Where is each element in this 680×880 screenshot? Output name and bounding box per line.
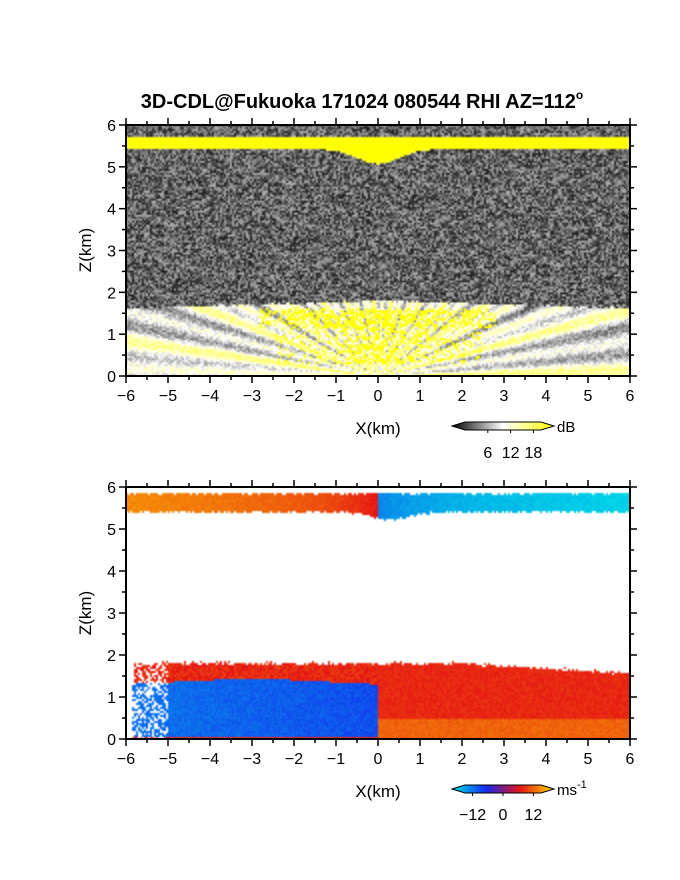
y-tick-label: 3 [107, 244, 116, 261]
panel-1-x-axis-label: X(km) [355, 419, 400, 438]
chart-title: 3D-CDL@Fukuoka 171024 080544 RHI AZ=112o [141, 88, 583, 113]
backscatter-colorbar-unit: dB [557, 419, 575, 436]
x-tick-label: −2 [285, 751, 303, 768]
y-tick-label: 1 [107, 327, 116, 344]
x-tick-label: −4 [201, 388, 219, 405]
velocity-colorbar-unit: ms-1 [557, 779, 587, 799]
colorbar-tick-label: 18 [525, 445, 543, 462]
x-tick-label: −3 [243, 751, 261, 768]
x-tick-label: −6 [117, 388, 135, 405]
colorbar-tick-label: 12 [502, 445, 520, 462]
y-tick-label: 2 [107, 648, 116, 665]
x-tick-label: 4 [542, 388, 551, 405]
x-tick-label: −1 [327, 388, 345, 405]
x-tick-label: −4 [201, 751, 219, 768]
x-tick-label: 6 [626, 751, 635, 768]
y-tick-label: 6 [107, 118, 116, 135]
y-tick-label: 3 [107, 606, 116, 623]
y-tick-label: 1 [107, 690, 116, 707]
x-tick-label: 0 [374, 388, 383, 405]
y-tick-label: 5 [107, 522, 116, 539]
x-tick-label: 3 [500, 751, 509, 768]
y-tick-label: 4 [107, 564, 116, 581]
panel-2-ticks: −6 −5 −4 −3 −2 −1 0 1 2 3 4 5 6 0 1 2 3 4 5 6 [107, 480, 637, 768]
x-tick-label: −5 [159, 388, 177, 405]
x-tick-label: −3 [243, 388, 261, 405]
panel-2-x-axis-label: X(km) [355, 782, 400, 801]
degree-symbol: o [576, 88, 583, 102]
y-tick-label: 6 [107, 480, 116, 497]
x-tick-label: 5 [584, 751, 593, 768]
x-tick-label: 1 [416, 751, 425, 768]
y-tick-label: 0 [107, 732, 116, 749]
x-tick-label: 3 [500, 388, 509, 405]
panel-1-y-axis-label: Z(km) [76, 228, 95, 272]
panel-2-y-axis-label: Z(km) [76, 591, 95, 635]
colorbar-tick-label: 6 [483, 445, 492, 462]
x-tick-label: 2 [458, 388, 467, 405]
velocity-unit-text: ms [557, 782, 577, 799]
panel-1-frame [125, 124, 631, 377]
x-tick-label: −5 [159, 751, 177, 768]
x-tick-label: −2 [285, 388, 303, 405]
panel-2-frame [125, 486, 631, 740]
colorbar-bar [450, 784, 556, 794]
x-tick-label: 2 [458, 751, 467, 768]
backscatter-field [126, 125, 630, 376]
colorbar-tick-label: 12 [525, 807, 543, 824]
y-tick-label: 5 [107, 160, 116, 177]
colorbar-tick-label: −12 [459, 807, 486, 824]
velocity-field [126, 487, 630, 739]
velocity-colorbar: −12 0 12 [450, 784, 556, 824]
backscatter-colorbar: 6 12 18 [450, 421, 556, 462]
colorbar-bar [450, 421, 556, 431]
x-tick-label: −1 [327, 751, 345, 768]
x-tick-label: 4 [542, 751, 551, 768]
x-tick-label: 1 [416, 388, 425, 405]
velocity-unit-exponent: -1 [577, 779, 587, 791]
x-tick-label: −6 [117, 751, 135, 768]
x-tick-label: 0 [374, 751, 383, 768]
x-tick-label: 6 [626, 388, 635, 405]
x-tick-label: 5 [584, 388, 593, 405]
colorbar-tick-label: 0 [499, 807, 508, 824]
y-tick-label: 2 [107, 285, 116, 302]
y-tick-label: 4 [107, 202, 116, 219]
y-tick-label: 0 [107, 369, 116, 386]
chart-title-text: 3D-CDL@Fukuoka 171024 080544 RHI AZ=112 [141, 91, 576, 113]
panel-1-ticks: −6 −5 −4 −3 −2 −1 0 1 2 3 4 5 6 0 1 2 3 4 5 6 [107, 118, 637, 405]
